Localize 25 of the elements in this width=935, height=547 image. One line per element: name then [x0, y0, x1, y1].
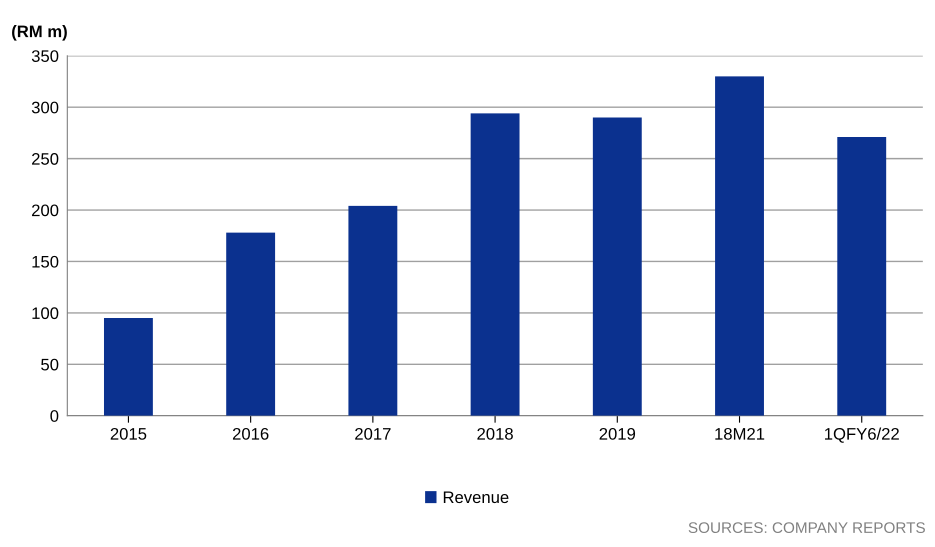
x-tick-label: 2015 — [110, 428, 146, 440]
bar — [837, 137, 886, 416]
x-tick-label: 18M21 — [715, 428, 764, 440]
source-note: SOURCES: COMPANY REPORTS — [688, 522, 925, 534]
y-tick-label: 100 — [32, 307, 58, 320]
bar — [592, 117, 642, 416]
y-tick-label: 300 — [32, 102, 58, 114]
x-tick-label: 2018 — [477, 428, 513, 440]
x-tick-label: 2017 — [355, 428, 391, 440]
y-tick-label: 150 — [32, 256, 58, 268]
x-tick-label: 2019 — [600, 428, 636, 440]
y-tick-label: 250 — [32, 153, 58, 165]
y-tick-label: 50 — [41, 358, 58, 371]
bar — [226, 232, 276, 416]
bar — [715, 76, 764, 416]
y-tick-label: 350 — [32, 50, 58, 62]
bar — [470, 113, 520, 416]
y-axis-title: (RM m) — [12, 25, 67, 41]
legend-label: Revenue — [444, 492, 508, 504]
bar — [348, 206, 398, 416]
y-tick-label: 0 — [50, 410, 58, 422]
bar — [104, 318, 153, 416]
x-tick-label: 1QFY6/22 — [825, 428, 899, 443]
y-tick-label: 200 — [32, 204, 58, 216]
x-tick-label: 2016 — [232, 428, 268, 440]
